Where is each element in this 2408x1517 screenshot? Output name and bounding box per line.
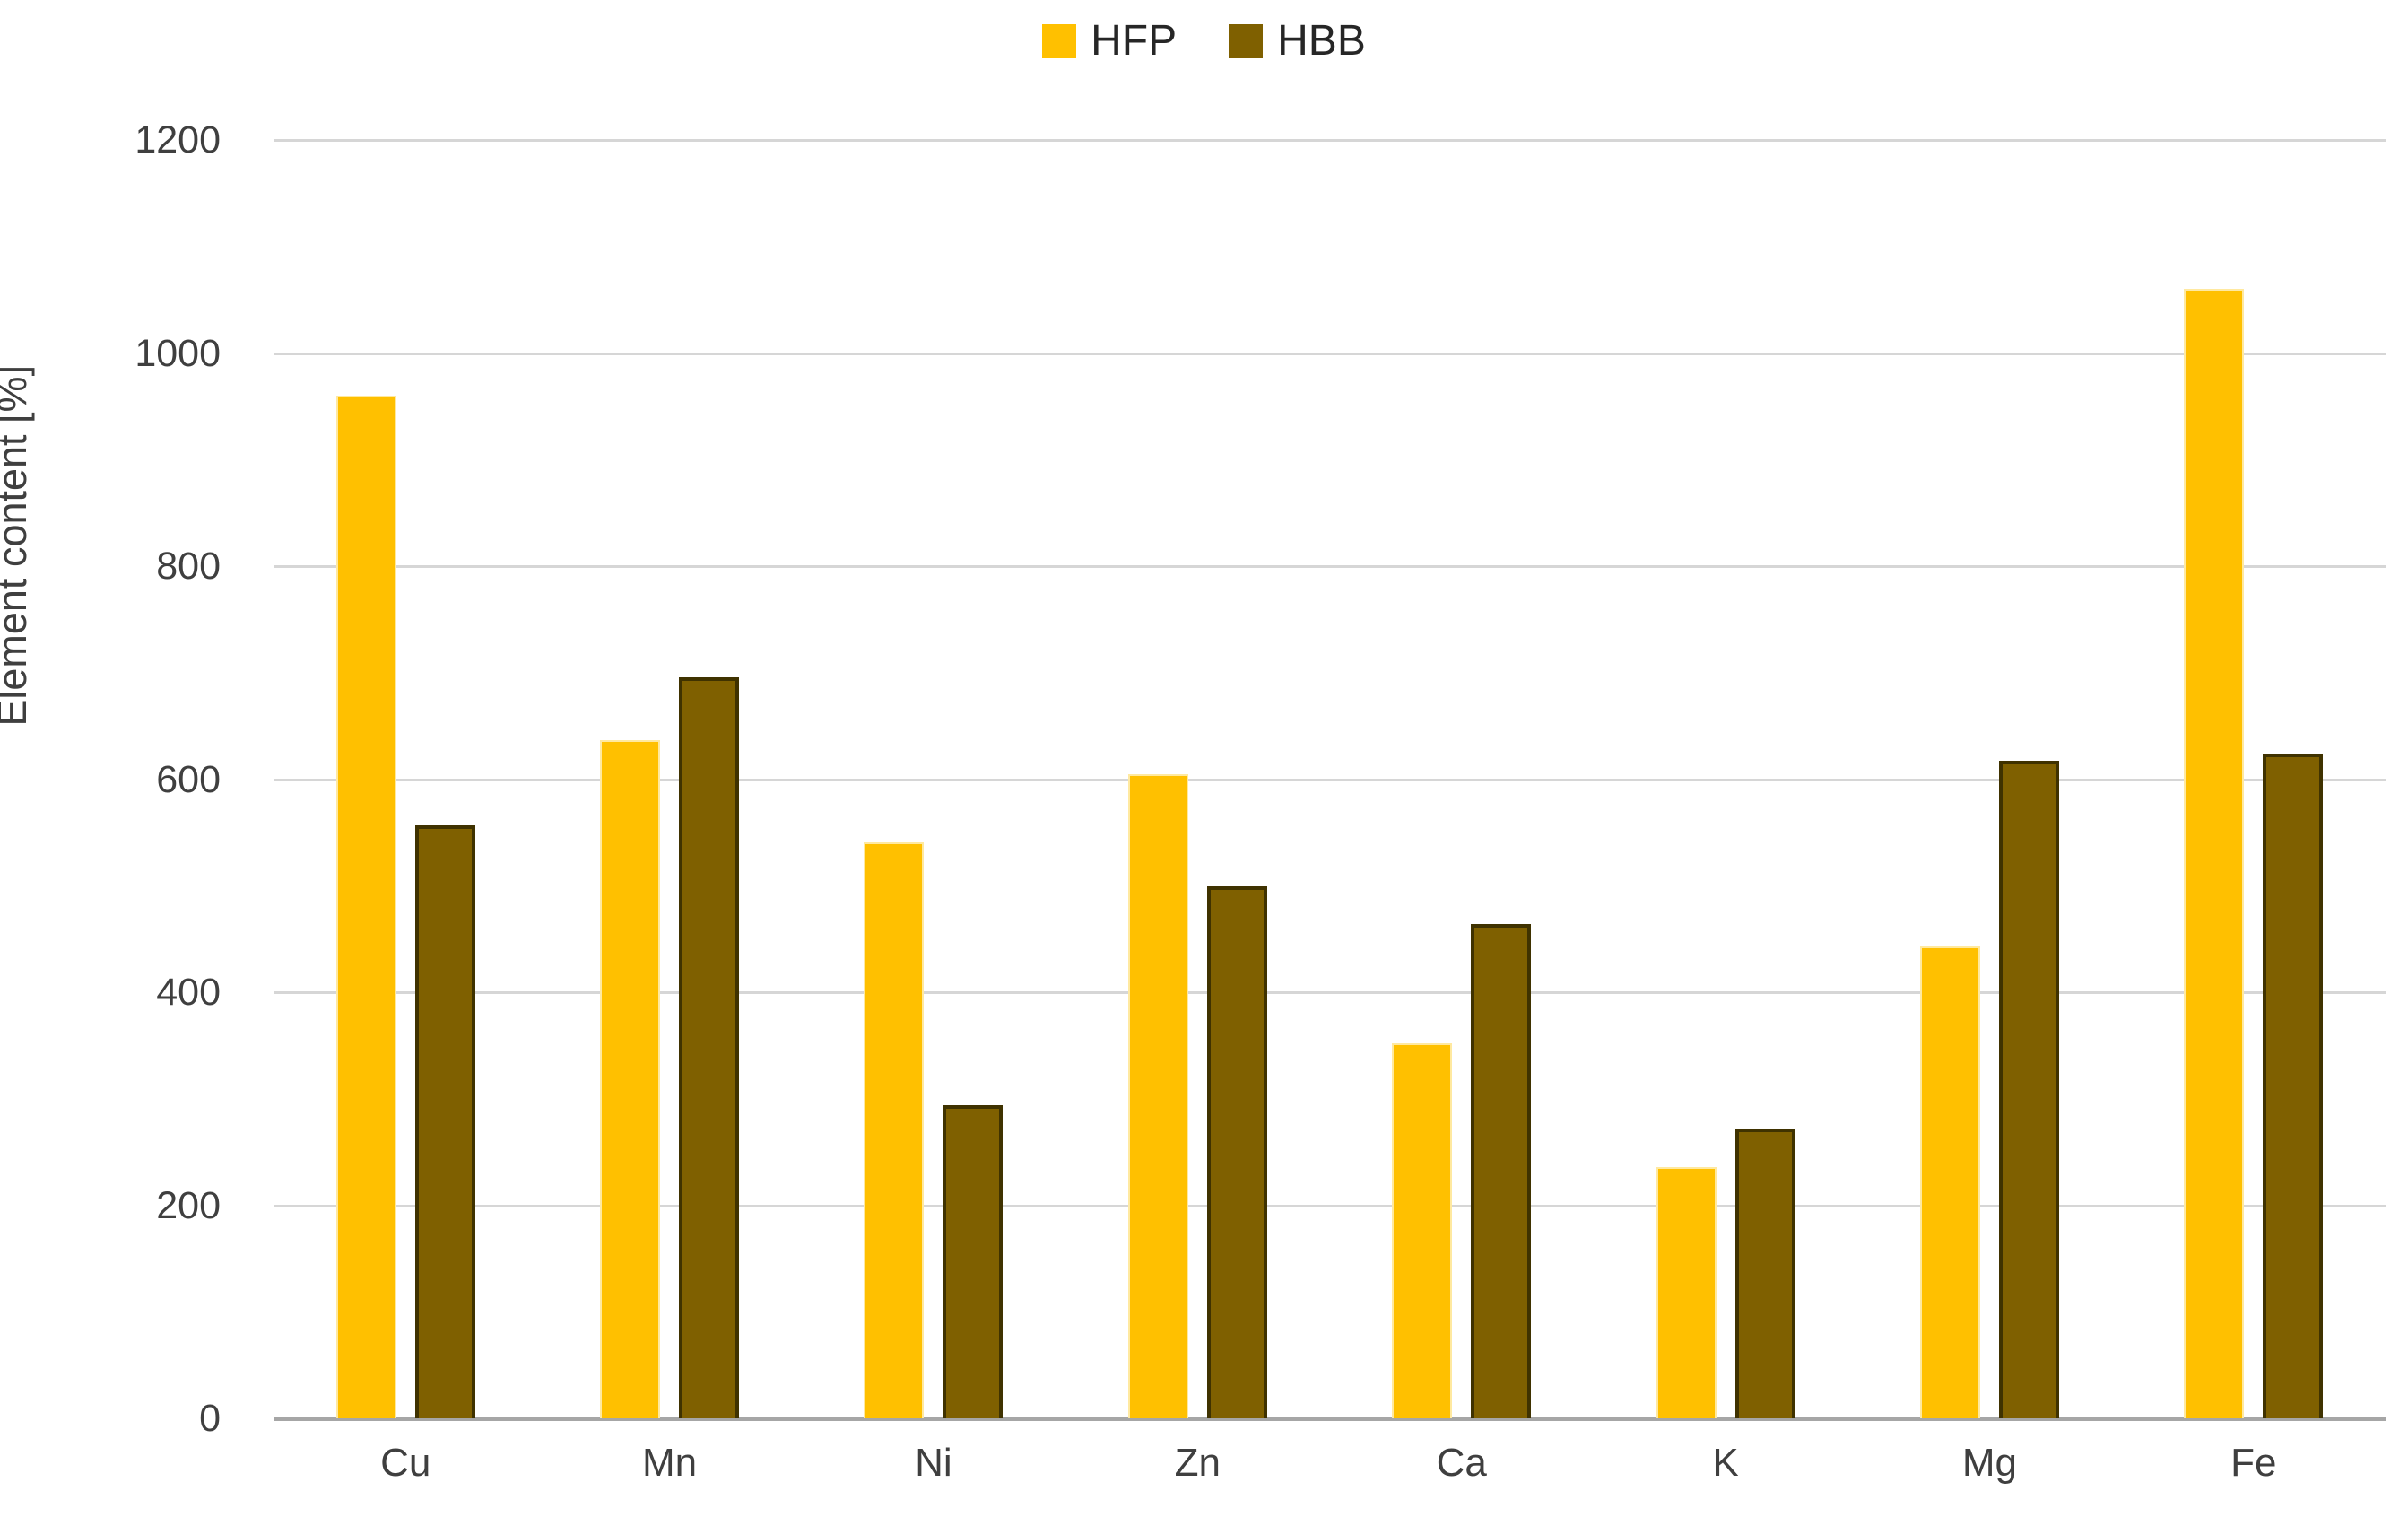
gridline — [274, 991, 2386, 994]
legend-label: HBB — [1277, 17, 1366, 65]
bar-hfp-ca — [1392, 1043, 1453, 1418]
y-tick-label: 800 — [156, 545, 221, 588]
legend-swatch-icon — [1042, 24, 1077, 58]
plot-area — [274, 139, 2386, 1421]
bar-group-fe — [2122, 140, 2386, 1418]
bar-hbb-fe — [2263, 754, 2324, 1418]
bar-hfp-fe — [2184, 289, 2245, 1418]
bar-hbb-cu — [414, 824, 475, 1418]
x-category-label: Cu — [380, 1441, 431, 1485]
y-axis-tick-labels: 0 200 400 600 800 1000 1200 — [0, 121, 242, 1438]
y-tick-label: 1000 — [135, 331, 221, 375]
legend-item-hfp: HFP — [1042, 20, 1177, 63]
x-category-label: Mg — [1961, 1441, 2017, 1485]
bar-group-mn — [537, 140, 801, 1418]
x-category-label: Ca — [1436, 1441, 1487, 1485]
bar-hbb-zn — [1206, 886, 1267, 1418]
bar-groups — [274, 140, 2386, 1418]
chart-legend: HFP HBB — [0, 20, 2408, 63]
bar-hfp-cu — [335, 396, 396, 1418]
y-tick-label: 400 — [156, 971, 221, 1014]
y-tick-label: 600 — [156, 757, 221, 801]
bar-hbb-mn — [679, 676, 740, 1418]
y-tick-label: 1200 — [135, 118, 221, 161]
x-category-label: Mn — [642, 1441, 698, 1485]
bar-hfp-k — [1656, 1166, 1717, 1418]
x-axis-category-labels: Cu Mn Ni Zn Ca K Mg Fe — [274, 1441, 2386, 1486]
bar-hfp-mg — [1919, 946, 1980, 1418]
bar-group-k — [1594, 140, 1857, 1418]
legend-swatch-icon — [1229, 24, 1264, 58]
y-tick-label: 200 — [156, 1183, 221, 1227]
gridline — [274, 565, 2386, 568]
bar-hbb-ni — [943, 1104, 1004, 1418]
bar-hbb-k — [1734, 1129, 1795, 1418]
x-category-label: Fe — [2230, 1441, 2277, 1485]
bar-group-zn — [1065, 140, 1329, 1418]
x-category-label: Ni — [915, 1441, 952, 1485]
bar-hbb-ca — [1471, 924, 1532, 1418]
gridline — [274, 352, 2386, 355]
legend-label: HFP — [1091, 17, 1178, 65]
bar-hfp-ni — [864, 841, 925, 1418]
bar-group-mg — [1857, 140, 2121, 1418]
bar-hfp-zn — [1127, 773, 1188, 1418]
x-category-label: Zn — [1174, 1441, 1221, 1485]
bar-group-cu — [274, 140, 537, 1418]
y-tick-label: 0 — [199, 1397, 221, 1440]
gridline — [274, 778, 2386, 781]
legend-item-hbb: HBB — [1229, 20, 1366, 63]
bar-hfp-mn — [600, 739, 661, 1418]
bar-group-ni — [802, 140, 1065, 1418]
gridline — [274, 1204, 2386, 1207]
bar-hbb-mg — [1998, 761, 2059, 1418]
bar-group-ca — [1330, 140, 1594, 1418]
x-category-label: K — [1712, 1441, 1739, 1485]
x-axis-baseline — [274, 1417, 2386, 1421]
gridline — [274, 139, 2386, 142]
